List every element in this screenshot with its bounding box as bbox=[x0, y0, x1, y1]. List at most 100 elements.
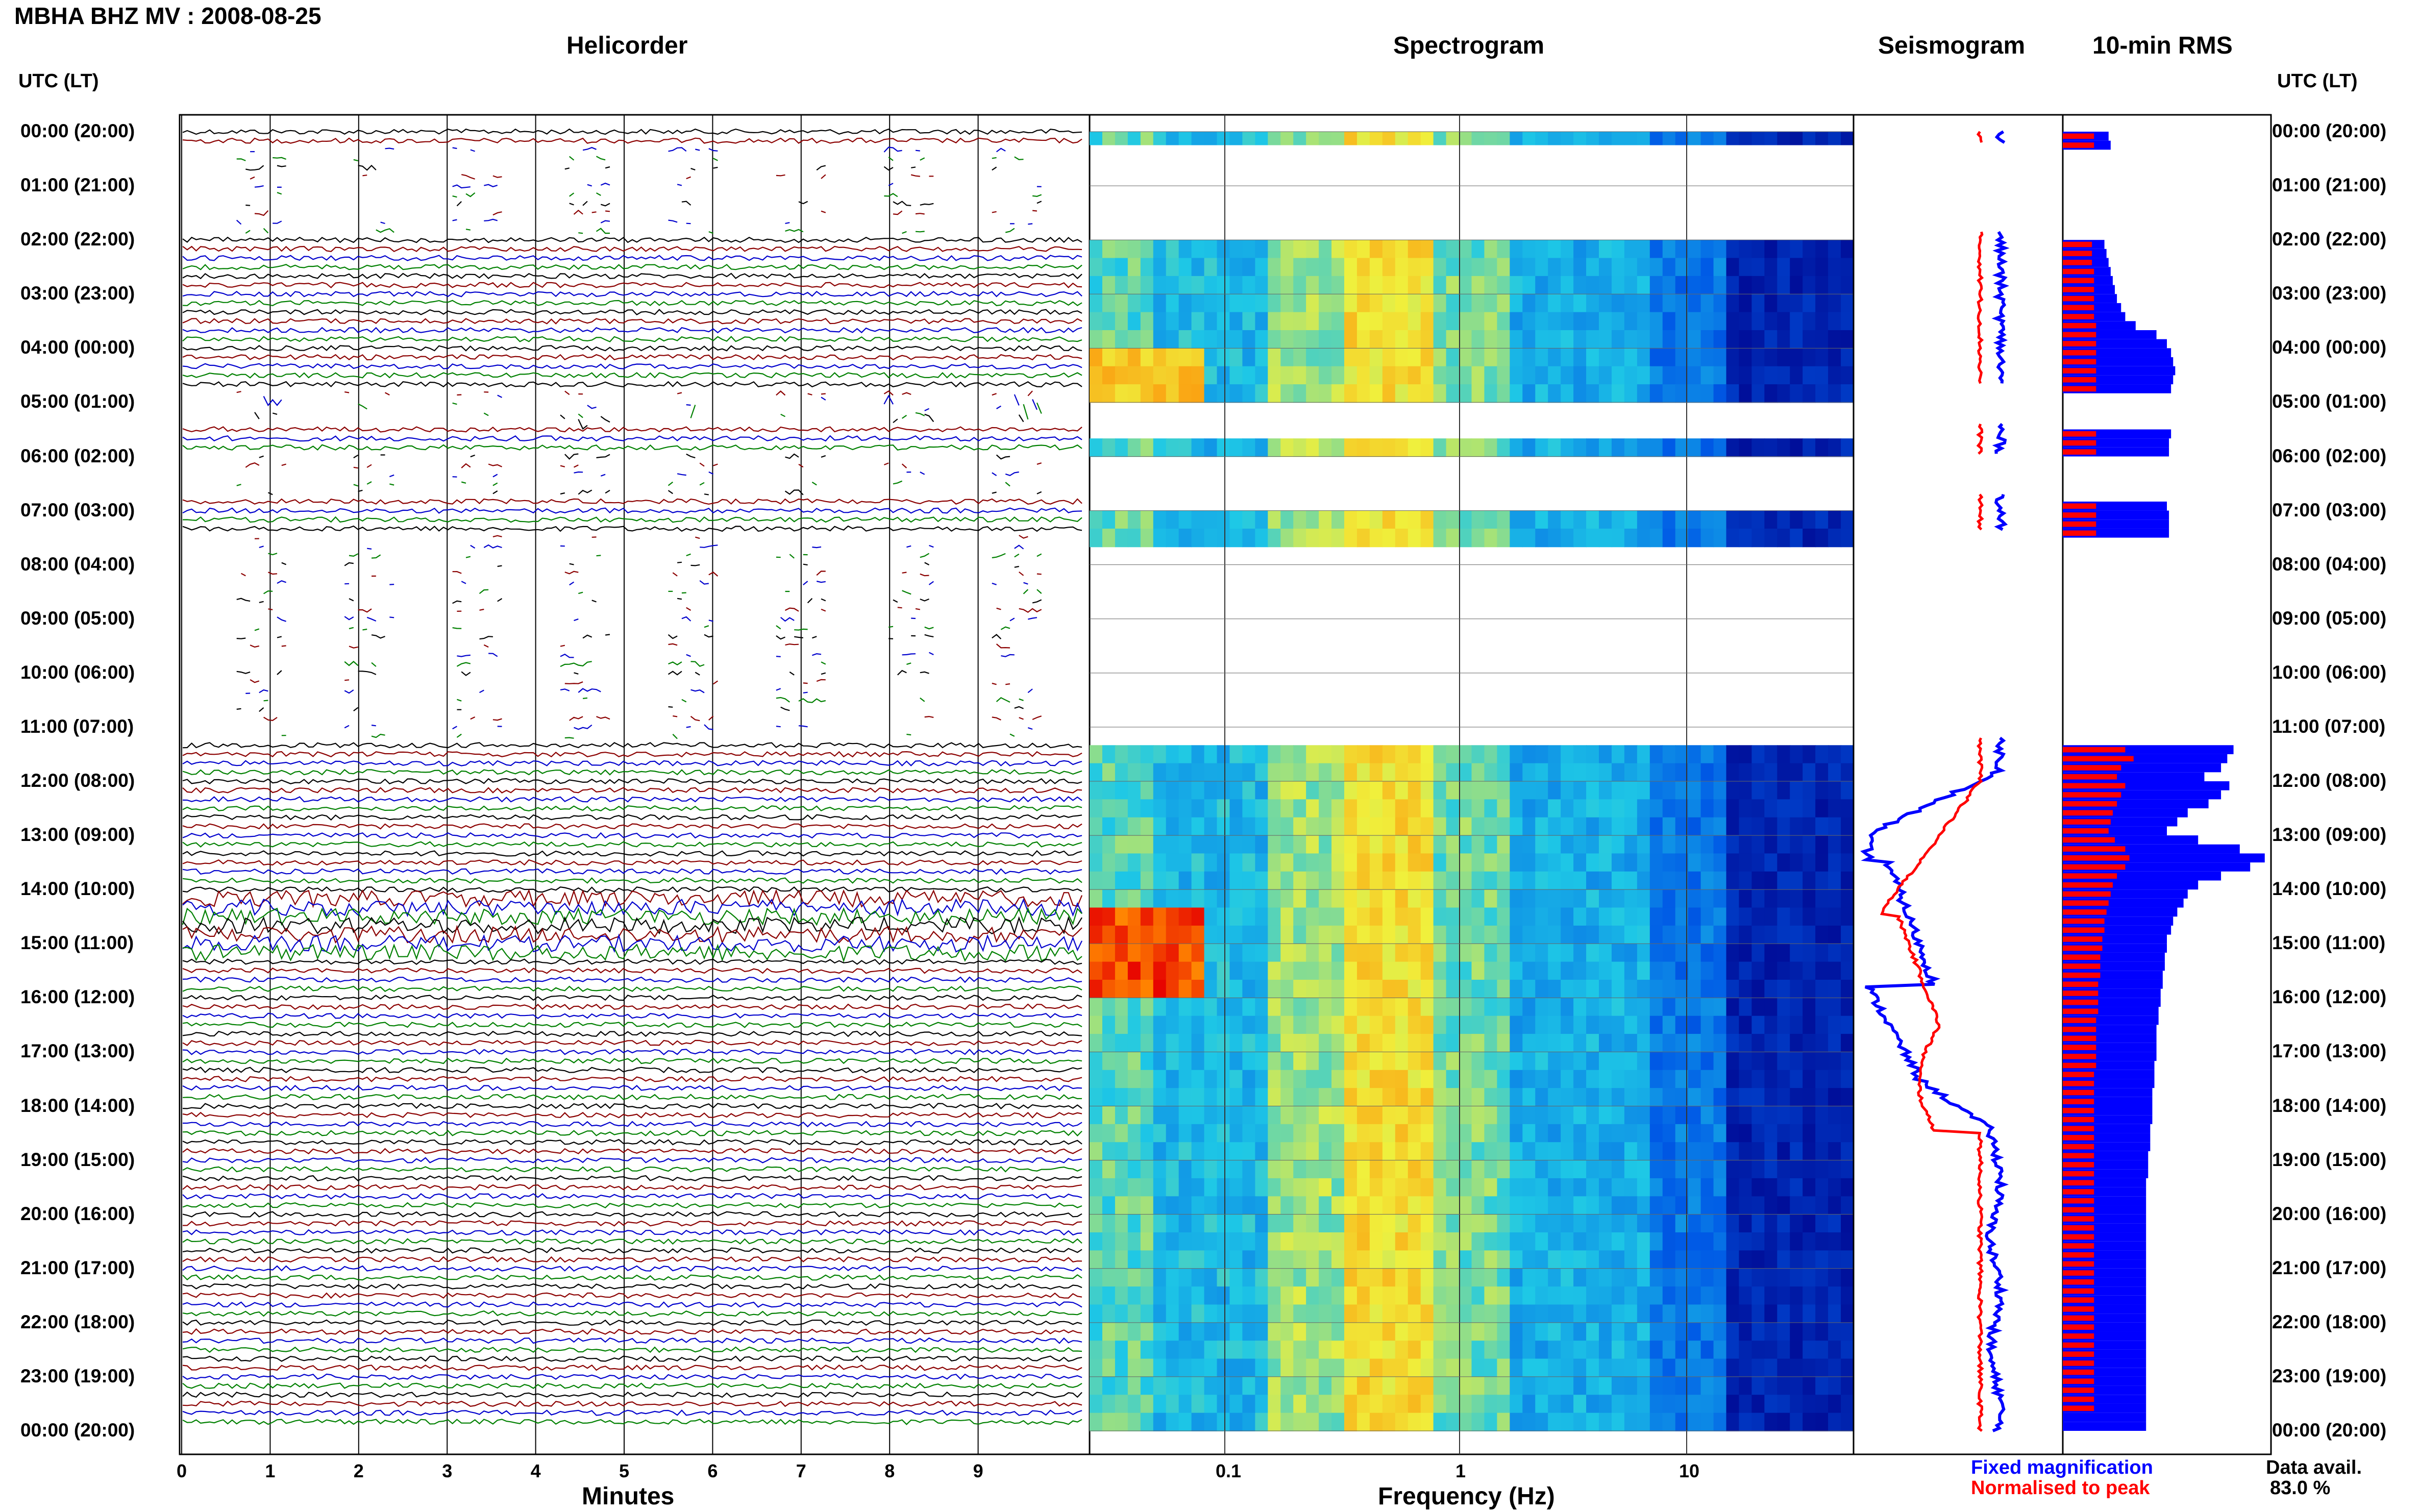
spectrogram-cell bbox=[1369, 745, 1383, 764]
spectrogram-cell bbox=[1561, 1341, 1574, 1359]
helicorder-trace bbox=[182, 525, 1082, 532]
spectrogram-cell bbox=[1803, 961, 1816, 980]
spectrogram-cell bbox=[1140, 871, 1154, 890]
time-label-left: 23:00 (19:00) bbox=[20, 1365, 135, 1386]
spectrogram-cell bbox=[1700, 1412, 1714, 1431]
spectrogram-cell bbox=[1395, 1268, 1409, 1287]
spectrogram-cell bbox=[1408, 835, 1421, 854]
spectrogram-cell bbox=[1649, 384, 1663, 403]
time-label-right: 03:00 (23:00) bbox=[2272, 283, 2387, 304]
spectrogram-cell bbox=[1446, 258, 1460, 277]
spectrogram-cell bbox=[1713, 1052, 1727, 1071]
spectrogram-cell bbox=[1611, 1034, 1625, 1053]
spectrogram-cell bbox=[1446, 961, 1460, 980]
rms-normalised-bar bbox=[2063, 1135, 2094, 1141]
helicorder-trace bbox=[182, 282, 1082, 288]
spectrogram-cell bbox=[1548, 853, 1562, 872]
spectrogram-cell bbox=[1510, 1070, 1523, 1089]
spectrogram-cell bbox=[1548, 1412, 1562, 1431]
spectrogram-cell bbox=[1459, 1214, 1472, 1233]
spectrogram-cell bbox=[1790, 871, 1804, 890]
spectrogram-cell bbox=[1178, 1376, 1192, 1396]
spectrogram-cell bbox=[1178, 907, 1192, 926]
spectrogram-cell bbox=[1166, 1052, 1179, 1071]
spectrogram-cell bbox=[1140, 1286, 1154, 1305]
spectrogram-cell bbox=[1127, 528, 1141, 548]
spectrogram-cell bbox=[1828, 871, 1842, 890]
spectrogram-cell bbox=[1815, 763, 1829, 782]
spectrogram-cell bbox=[1356, 312, 1370, 331]
spectrogram-cell bbox=[1140, 1341, 1154, 1359]
spectrogram-cell bbox=[1624, 330, 1638, 349]
spectrogram-cell bbox=[1841, 1142, 1854, 1161]
spectrogram-cell bbox=[1204, 1395, 1218, 1414]
time-label-right: 23:00 (19:00) bbox=[2272, 1365, 2387, 1386]
spectrogram-cell bbox=[1280, 1070, 1294, 1089]
spectrogram-cell bbox=[1395, 1088, 1409, 1107]
spectrogram-cell bbox=[1751, 1341, 1765, 1359]
spectrogram-cell bbox=[1204, 1160, 1218, 1179]
helicorder-trace bbox=[182, 1202, 1082, 1209]
spectrogram-cell bbox=[1153, 781, 1167, 800]
spectrogram-cell bbox=[1382, 998, 1396, 1017]
spectrogram-cell bbox=[1586, 1304, 1599, 1323]
spectrogram-cell bbox=[1204, 1070, 1218, 1089]
spectrogram-cell bbox=[1803, 799, 1816, 818]
spectrogram-cell bbox=[1777, 1178, 1791, 1197]
spectrogram-cell bbox=[1356, 1232, 1370, 1251]
spectrogram-cell bbox=[1140, 1142, 1154, 1161]
spectrogram-cell bbox=[1102, 799, 1116, 818]
spectrogram-cell bbox=[1459, 1250, 1472, 1269]
helicorder-trace bbox=[182, 1256, 1082, 1263]
helicorder-trace bbox=[182, 1283, 1082, 1290]
spectrogram-cell bbox=[1344, 1322, 1357, 1342]
spectrogram-cell bbox=[1713, 132, 1727, 145]
spectrogram-cell bbox=[1204, 1088, 1218, 1107]
minutes-tick-label: 7 bbox=[796, 1460, 806, 1481]
time-label-right: 12:00 (08:00) bbox=[2272, 770, 2387, 791]
spectrogram-cell bbox=[1535, 528, 1549, 548]
spectrogram-cell bbox=[1090, 384, 1103, 403]
spectrogram-cell bbox=[1356, 763, 1370, 782]
spectrogram-cell bbox=[1548, 925, 1562, 945]
spectrogram-cell bbox=[1649, 240, 1663, 259]
spectrogram-cell bbox=[1548, 510, 1562, 529]
spectrogram-cell bbox=[1306, 276, 1320, 295]
spectrogram-cell bbox=[1268, 510, 1281, 529]
spectrogram-cell bbox=[1535, 366, 1549, 385]
spectrogram-cell bbox=[1420, 781, 1434, 800]
spectrogram-cell bbox=[1611, 1088, 1625, 1107]
spectrogram-cell bbox=[1115, 781, 1128, 800]
spectrogram-cell bbox=[1815, 961, 1829, 980]
spectrogram-cell bbox=[1649, 1268, 1663, 1287]
spectrogram-cell bbox=[1751, 348, 1765, 367]
spectrogram-cell bbox=[1649, 1322, 1663, 1342]
spectrogram-cell bbox=[1395, 1376, 1409, 1396]
spectrogram-cell bbox=[1433, 907, 1447, 926]
spectrogram-cell bbox=[1115, 944, 1128, 962]
spectrogram-cell bbox=[1446, 1015, 1460, 1035]
spectrogram-cell bbox=[1331, 1070, 1345, 1089]
spectrogram-cell bbox=[1191, 312, 1205, 331]
spectrogram-cell bbox=[1700, 1015, 1714, 1035]
helicorder-trace bbox=[259, 454, 1042, 459]
spectrogram-cell bbox=[1293, 853, 1307, 872]
spectrogram-cell bbox=[1217, 1015, 1230, 1035]
spectrogram-cell bbox=[1140, 1250, 1154, 1269]
spectrogram-cell bbox=[1395, 817, 1409, 836]
spectrogram-cell bbox=[1356, 366, 1370, 385]
spectrogram-cell bbox=[1319, 348, 1332, 367]
spectrogram-cell bbox=[1662, 1052, 1676, 1071]
spectrogram-cell bbox=[1662, 366, 1676, 385]
spectrogram-cell bbox=[1713, 1196, 1727, 1215]
spectrogram-cell bbox=[1191, 1106, 1205, 1125]
legend-fixed-magnification: Fixed magnification bbox=[1971, 1457, 2153, 1478]
spectrogram-cell bbox=[1191, 1124, 1205, 1143]
spectrogram-cell bbox=[1178, 312, 1192, 331]
spectrogram-cell bbox=[1242, 1088, 1256, 1107]
spectrogram-cell bbox=[1191, 979, 1205, 999]
spectrogram-cell bbox=[1178, 1250, 1192, 1269]
spectrogram-cell bbox=[1624, 1015, 1638, 1035]
spectrogram-cell bbox=[1713, 1412, 1727, 1431]
spectrogram-cell bbox=[1319, 1178, 1332, 1197]
